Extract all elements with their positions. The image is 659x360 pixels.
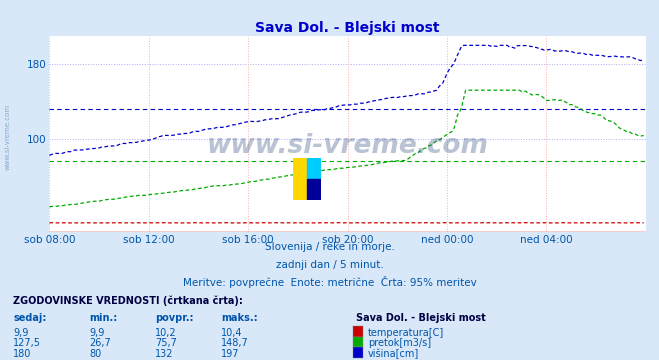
Text: višina[cm]: višina[cm]	[368, 349, 419, 359]
Text: min.:: min.:	[89, 313, 117, 323]
Text: 26,7: 26,7	[89, 338, 111, 348]
Text: www.si-vreme.com: www.si-vreme.com	[207, 133, 488, 159]
Text: 197: 197	[221, 349, 239, 359]
Text: pretok[m3/s]: pretok[m3/s]	[368, 338, 431, 348]
Title: Sava Dol. - Blejski most: Sava Dol. - Blejski most	[256, 21, 440, 35]
Text: maks.:: maks.:	[221, 313, 258, 323]
Text: sedaj:: sedaj:	[13, 313, 47, 323]
Text: 10,2: 10,2	[155, 328, 177, 338]
Text: 75,7: 75,7	[155, 338, 177, 348]
Text: 180: 180	[13, 349, 32, 359]
Text: ZGODOVINSKE VREDNOSTI (črtkana črta):: ZGODOVINSKE VREDNOSTI (črtkana črta):	[13, 296, 243, 306]
Text: Slovenija / reke in morje.: Slovenija / reke in morje.	[264, 242, 395, 252]
Text: www.si-vreme.com: www.si-vreme.com	[5, 104, 11, 170]
Text: povpr.:: povpr.:	[155, 313, 193, 323]
Text: 127,5: 127,5	[13, 338, 41, 348]
Text: 9,9: 9,9	[13, 328, 28, 338]
Text: Sava Dol. - Blejski most: Sava Dol. - Blejski most	[356, 313, 486, 323]
Bar	[307, 179, 321, 200]
Text: Meritve: povprečne  Enote: metrične  Črta: 95% meritev: Meritve: povprečne Enote: metrične Črta:…	[183, 276, 476, 288]
Text: 132: 132	[155, 349, 173, 359]
Bar	[307, 158, 321, 179]
Text: 80: 80	[89, 349, 101, 359]
Text: 10,4: 10,4	[221, 328, 243, 338]
Bar	[293, 158, 307, 200]
Text: temperatura[C]: temperatura[C]	[368, 328, 444, 338]
Text: 148,7: 148,7	[221, 338, 248, 348]
Text: 9,9: 9,9	[89, 328, 104, 338]
Text: zadnji dan / 5 minut.: zadnji dan / 5 minut.	[275, 260, 384, 270]
